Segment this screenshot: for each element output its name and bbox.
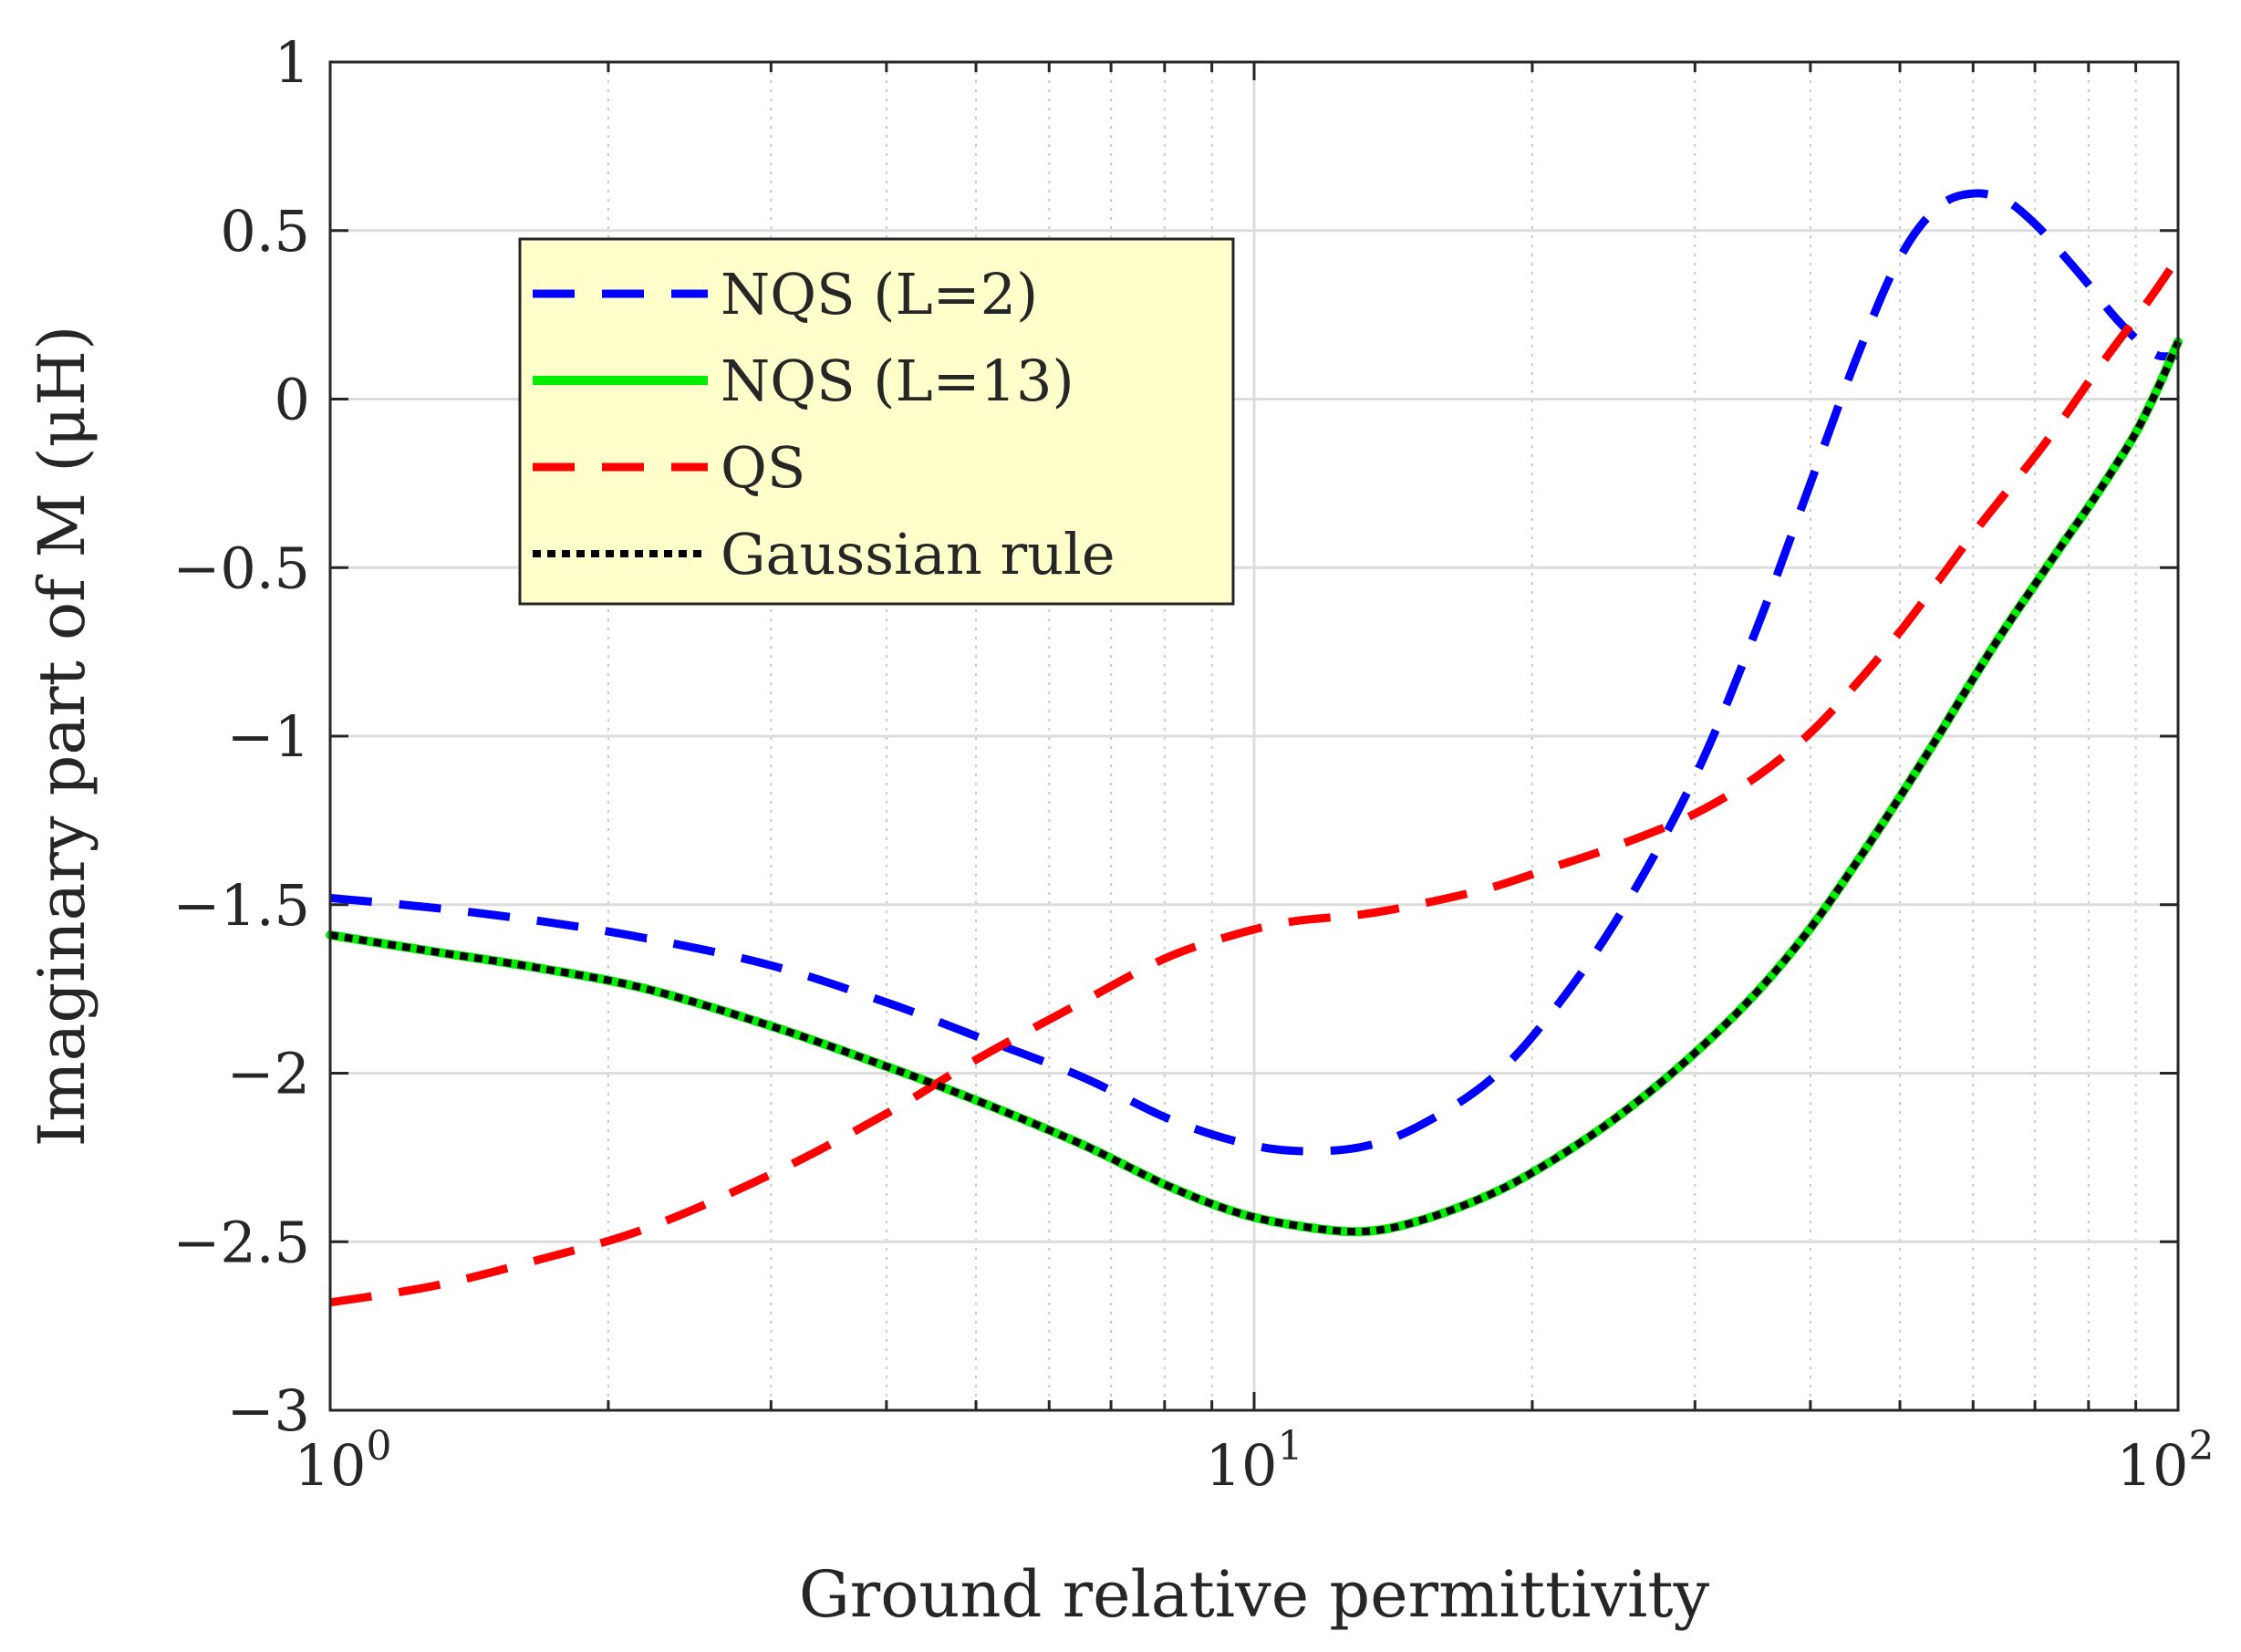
series-layer [326,189,2183,1307]
y-tick-label: −1.5 [172,872,310,939]
legend-label-3: QS [721,434,805,501]
minor-grid [607,62,2137,1410]
x-axis-label: Ground relative permittivity [799,1557,1710,1632]
series-line-3 [329,255,2182,1307]
y-axis-label: Imaginary part of M (μH) [25,326,99,1148]
series-line-4 [329,340,2182,1236]
y-tick-label: 0 [275,367,310,433]
x-tick-label: 101 [1206,1423,1303,1499]
legend-label-4: Gaussian rule [721,521,1115,587]
legend-label-1: NQS (L=2) [721,261,1038,327]
axes [328,60,2180,1412]
legend-label-2: NQS (L=13) [721,348,1074,414]
legend-box [518,237,1235,606]
y-tick-label: 0.5 [220,198,310,265]
x-tick-label: 102 [2117,1423,2215,1499]
series-line-1 [329,189,2179,1156]
legend: NQS (L=2) NQS (L=13) QS Gaussian rule [518,237,1235,606]
x-tick-label: 100 [295,1423,392,1499]
y-tick-label: −0.5 [172,535,310,601]
y-tick-label: −2.5 [172,1209,310,1275]
y-tick-label: −2 [227,1041,310,1107]
y-tick-label: 1 [275,29,310,96]
y-tick-label: −3 [227,1377,310,1444]
y-tick-label: −1 [227,703,310,770]
